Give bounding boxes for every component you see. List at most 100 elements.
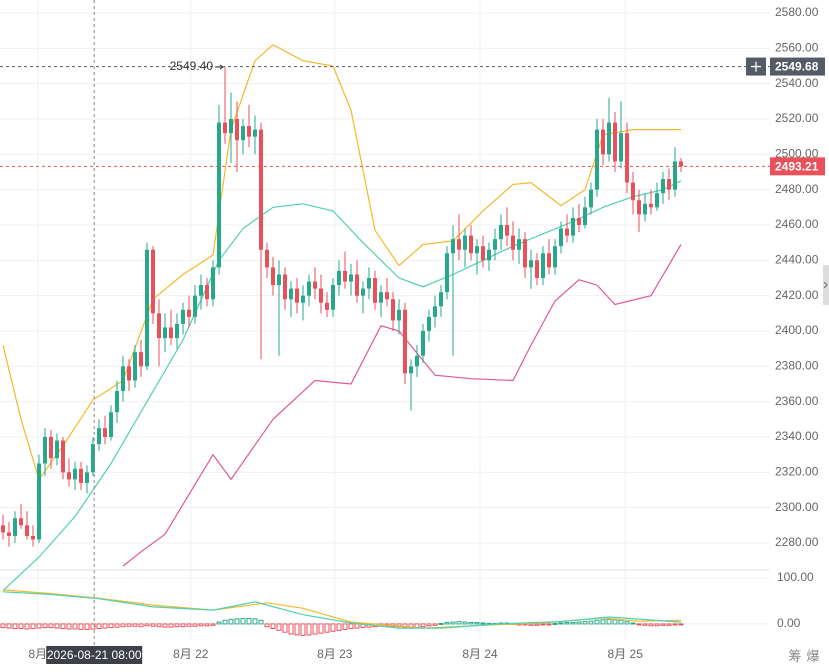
candle-body [337, 270, 341, 286]
candle-body [415, 355, 419, 367]
macd-bar [342, 623, 348, 630]
macd-bar [246, 617, 252, 625]
candle-body [469, 235, 473, 254]
y-tick-label: 2500.00 [775, 147, 819, 161]
candle-body [283, 274, 287, 300]
macd-bar [102, 623, 108, 629]
candle-body [403, 309, 407, 374]
macd-bar [108, 623, 114, 629]
candle-body [589, 189, 593, 208]
candle-body [523, 239, 527, 268]
candle-body [421, 331, 425, 356]
candle-body [61, 440, 65, 473]
macd-bar [420, 623, 426, 628]
high-marker-label: 2549.40 [170, 59, 214, 73]
candle-body [13, 518, 17, 536]
candle-body [607, 122, 611, 155]
candle-body [373, 278, 377, 303]
macd-bar [114, 623, 120, 628]
footer-icon[interactable]: 爆 [806, 648, 819, 663]
candle-body [433, 306, 437, 317]
macd-bar [198, 623, 204, 627]
macd-bar [552, 622, 558, 625]
y-tick-label: 2320.00 [775, 465, 819, 479]
candle-body [667, 179, 671, 190]
candle-body [277, 274, 281, 286]
macd-bar [336, 623, 342, 631]
candle-body [133, 352, 137, 381]
candle-body [205, 285, 209, 300]
candle-body [559, 228, 563, 247]
macd-bar [18, 623, 24, 630]
candle-body [19, 518, 23, 526]
candle-body [7, 532, 11, 536]
candle-body [673, 161, 677, 190]
macd-bar [660, 623, 666, 626]
y-tick-label: 2360.00 [775, 394, 819, 408]
x-tick-label: 8月 23 [317, 647, 353, 661]
macd-bar [138, 623, 144, 628]
footer-icon[interactable]: 筹 [788, 648, 801, 663]
candle-body [319, 288, 323, 303]
axes: 2580.00 2560.00 2540.00 2520.00 2500.00 2480.… [28, 5, 825, 664]
macd-bar [642, 623, 648, 626]
side-tab[interactable] [823, 265, 829, 305]
macd-bar [216, 621, 222, 625]
candle-body [247, 126, 251, 137]
macd-bar [480, 622, 486, 625]
candle-body [451, 239, 455, 254]
candle-body [103, 428, 107, 437]
y-tick-label: 2580.00 [775, 5, 819, 19]
macd-bar [42, 623, 48, 629]
y-tick-label: 2560.00 [775, 41, 819, 55]
candle-body [25, 525, 29, 536]
candle-body [145, 249, 149, 367]
macd-bar [468, 622, 474, 625]
macd-bar [282, 623, 288, 633]
candle-body [199, 285, 203, 296]
candle-body [595, 129, 599, 190]
macd-bar [162, 623, 168, 628]
price-label: 2549.68 [775, 60, 819, 74]
macd-bar [234, 618, 240, 625]
y-tick-label: 2280.00 [775, 535, 819, 549]
macd-bar [174, 623, 180, 628]
macd-bar [288, 623, 294, 635]
macd-bar [264, 623, 270, 628]
candle-body [583, 207, 587, 225]
candle-body [349, 274, 353, 282]
candle-body [427, 316, 431, 331]
candle-body [409, 366, 413, 374]
macd-bar [66, 623, 72, 630]
band-line [2, 44, 681, 481]
macd-bar [318, 623, 324, 634]
candle-body [151, 249, 155, 314]
macd-bar [594, 619, 600, 625]
candle-body [445, 253, 449, 293]
candle-body [1, 525, 5, 533]
candle-body [109, 412, 113, 437]
macd-bar [444, 622, 450, 625]
macd-bar [48, 623, 54, 629]
candle-body [613, 122, 617, 162]
candle-body [79, 468, 83, 483]
macd-bar [588, 620, 594, 625]
macd-bar [132, 623, 138, 627]
y-tick-label: 2420.00 [775, 288, 819, 302]
candle-body [487, 249, 491, 261]
macd-bar [636, 623, 642, 626]
macd-bar [30, 623, 36, 630]
candle-body [229, 119, 233, 134]
macd-bar [156, 623, 162, 628]
y-tick-label: 2400.00 [775, 323, 819, 337]
macd-bar [564, 622, 570, 625]
candle-body [619, 133, 623, 162]
candle-body [499, 225, 503, 240]
macd-bar [618, 619, 624, 625]
y-tick-label: 2480.00 [775, 182, 819, 196]
candle-body [529, 260, 533, 268]
macd-bar [606, 618, 612, 625]
candle-body [565, 228, 569, 236]
candle-body [637, 200, 641, 215]
